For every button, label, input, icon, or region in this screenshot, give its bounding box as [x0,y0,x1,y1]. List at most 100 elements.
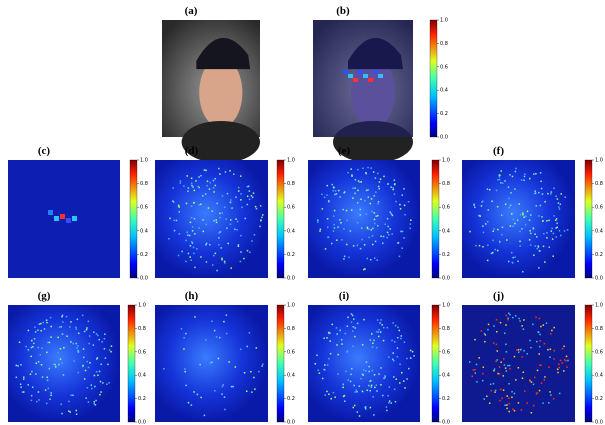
speckle [212,179,215,182]
speckle [402,380,405,382]
speckle [352,318,355,320]
speckle [230,385,233,388]
panel-label: (d) [185,145,199,157]
speckle [511,390,513,393]
speckle [369,202,371,205]
speckle [519,213,522,216]
speckle [492,251,494,254]
speckle [386,231,389,234]
speckle [367,196,370,198]
speckle [354,327,357,329]
speckle [352,245,355,247]
speckle [48,341,51,344]
tick-label: 0.8 [595,181,603,187]
colorbar [129,159,138,279]
speckle [524,390,526,392]
speckle [110,350,112,353]
speckle [363,318,365,321]
speckle [100,363,102,366]
speckle [31,339,33,342]
speckle [106,383,108,385]
speckle [394,324,397,327]
tick-label: 0.2 [442,396,450,402]
speckle [375,384,378,386]
speckle [386,326,389,329]
speckle [487,244,489,246]
speckle [366,227,369,230]
speckle [493,325,495,327]
speckle [544,200,546,203]
speckle [399,382,401,384]
speckle [565,355,568,358]
speckle [506,239,508,241]
speckle [352,406,354,409]
speckle [34,331,37,333]
speckle [253,376,255,379]
speckle [544,261,546,263]
speckle [36,400,38,403]
speckle [369,389,371,392]
tick-label: 0.0 [442,420,450,425]
speckle [366,257,368,260]
speckle [61,412,63,415]
speckle [407,200,410,203]
speckle [513,409,516,412]
speckle [37,346,40,349]
speckle [556,222,558,225]
speckle [46,379,49,381]
speckle [394,341,396,343]
speckle [370,167,372,169]
speckle [319,228,322,231]
speckle [559,359,562,362]
speckle [566,366,568,368]
speckle [561,362,564,364]
speckle [516,219,519,221]
speckle [37,329,39,331]
speckle [200,174,202,177]
speckle [203,414,206,417]
speckle [370,229,373,231]
tick-label: 0.0 [140,276,148,282]
speckle [198,176,200,178]
speckle [108,349,111,351]
speckle [384,376,386,379]
speckle [338,189,340,192]
speckle [189,234,191,237]
speckle [474,368,476,371]
speckle [558,366,560,369]
speckle [83,378,86,380]
speckle [537,246,540,248]
speckle [558,208,561,210]
speckle [379,322,381,324]
speckle [355,389,358,392]
speckle [198,186,201,189]
speckle [525,215,527,218]
speckle [356,322,359,325]
speckle [534,233,536,235]
speckle [473,203,475,205]
speckle [212,187,215,189]
speckle [377,331,380,333]
speckle [218,167,220,170]
speckle [61,314,64,317]
speckle [19,383,22,386]
heatmap [462,305,575,422]
tint [313,20,413,137]
speckle [354,192,356,195]
speckle [328,393,330,396]
speckle [361,344,364,346]
speckle [343,228,345,230]
speckle [197,185,199,188]
speckle [534,376,536,379]
tick-label: 0.4 [287,228,295,234]
tick-label: 0.0 [440,135,448,141]
speckle [169,217,171,220]
speckle [400,337,402,340]
speckle [376,390,378,392]
speckle [373,414,375,416]
speckle [344,400,346,402]
speckle [500,170,502,172]
speckle [487,328,489,331]
speckle [40,322,42,325]
speckle [490,389,493,392]
